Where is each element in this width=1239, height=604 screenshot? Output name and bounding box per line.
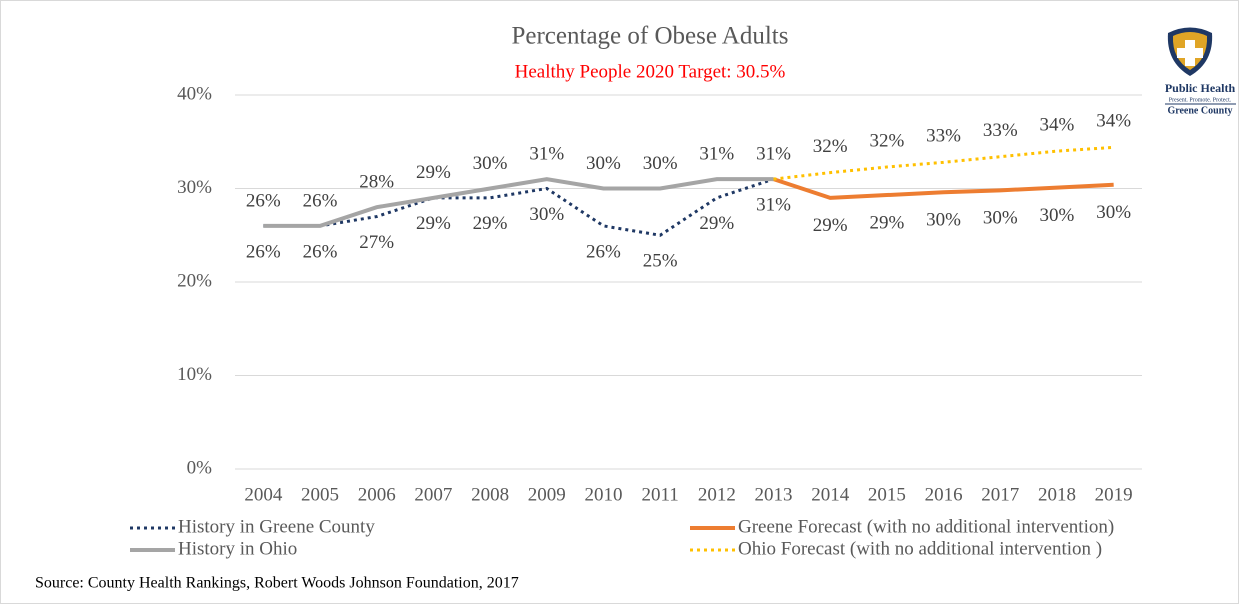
x-tick-label: 2007 bbox=[414, 484, 452, 505]
x-tick-label: 2011 bbox=[642, 484, 679, 505]
x-tick-label: 2018 bbox=[1038, 484, 1076, 505]
x-tick-label: 2006 bbox=[358, 484, 396, 505]
x-tick-label: 2005 bbox=[301, 484, 339, 505]
data-label: 29% bbox=[869, 212, 904, 233]
data-label: 33% bbox=[983, 120, 1018, 141]
data-label: 31% bbox=[529, 144, 564, 165]
data-label: 30% bbox=[926, 210, 961, 231]
x-tick-label: 2015 bbox=[868, 484, 906, 505]
series-line bbox=[773, 145, 1114, 181]
legend-label: History in Ohio bbox=[178, 538, 297, 559]
x-tick-label: 2019 bbox=[1095, 484, 1133, 505]
data-label: 29% bbox=[473, 213, 508, 234]
x-tick-label: 2009 bbox=[528, 484, 566, 505]
source: Source: County Health Rankings, Robert W… bbox=[35, 575, 519, 592]
data-label: 31% bbox=[699, 144, 734, 165]
x-tick-label: 2016 bbox=[925, 484, 963, 505]
y-tick-label: 0% bbox=[187, 457, 213, 478]
data-label: 30% bbox=[643, 153, 678, 174]
data-label: 32% bbox=[869, 130, 904, 151]
data-label: 34% bbox=[1040, 114, 1075, 135]
x-tick-label: 2008 bbox=[471, 484, 509, 505]
data-label: 31% bbox=[756, 195, 791, 216]
x-tick-label: 2010 bbox=[584, 484, 622, 505]
data-label: 31% bbox=[756, 144, 791, 165]
data-label: 29% bbox=[416, 162, 451, 183]
logo-cross bbox=[1177, 40, 1203, 66]
data-label: 30% bbox=[473, 153, 508, 174]
data-label: 26% bbox=[246, 190, 281, 211]
y-tick-label: 40% bbox=[177, 83, 212, 104]
data-label: 29% bbox=[416, 213, 451, 234]
data-label: 25% bbox=[643, 251, 678, 272]
data-label: 30% bbox=[529, 204, 564, 225]
series-line bbox=[772, 177, 1114, 200]
data-label: 33% bbox=[926, 126, 961, 147]
data-label: 30% bbox=[1040, 205, 1075, 226]
data-label: 34% bbox=[1096, 111, 1131, 132]
logo-tagline: Present. Promote. Protect. bbox=[1169, 97, 1232, 103]
data-label: 30% bbox=[983, 208, 1018, 229]
data-label: 29% bbox=[699, 213, 734, 234]
logo-county: Greene County bbox=[1167, 105, 1232, 116]
legend-label: Greene Forecast (with no additional inte… bbox=[738, 516, 1114, 537]
chart-subtitle: Healthy People 2020 Target: 30.5% bbox=[515, 61, 786, 82]
logo: Public Health Present. Promote. Protect.… bbox=[1165, 27, 1236, 116]
series-line bbox=[263, 177, 774, 228]
data-label: 27% bbox=[359, 232, 394, 253]
data-label: 29% bbox=[813, 215, 848, 236]
legend-label: Ohio Forecast (with no additional interv… bbox=[738, 538, 1102, 559]
x-tick-label: 2004 bbox=[244, 484, 283, 505]
y-tick-label: 30% bbox=[177, 177, 212, 198]
x-tick-label: 2013 bbox=[755, 484, 793, 505]
data-label: 30% bbox=[586, 153, 621, 174]
data-label: 28% bbox=[359, 172, 394, 193]
y-tick-label: 20% bbox=[177, 270, 212, 291]
x-tick-label: 2017 bbox=[981, 484, 1019, 505]
y-tick-label: 10% bbox=[177, 364, 212, 385]
data-label: 26% bbox=[303, 241, 338, 262]
logo-name: Public Health bbox=[1165, 81, 1236, 95]
data-label: 26% bbox=[303, 190, 338, 211]
data-label: 26% bbox=[586, 241, 621, 262]
data-label: 32% bbox=[813, 136, 848, 157]
data-label: 30% bbox=[1096, 202, 1131, 223]
legend-label: History in Greene County bbox=[178, 516, 375, 537]
series-line bbox=[263, 177, 775, 237]
x-tick-label: 2012 bbox=[698, 484, 736, 505]
chart-title: Percentage of Obese Adults bbox=[511, 23, 788, 50]
x-tick-label: 2014 bbox=[811, 484, 850, 505]
data-label: 26% bbox=[246, 241, 281, 262]
